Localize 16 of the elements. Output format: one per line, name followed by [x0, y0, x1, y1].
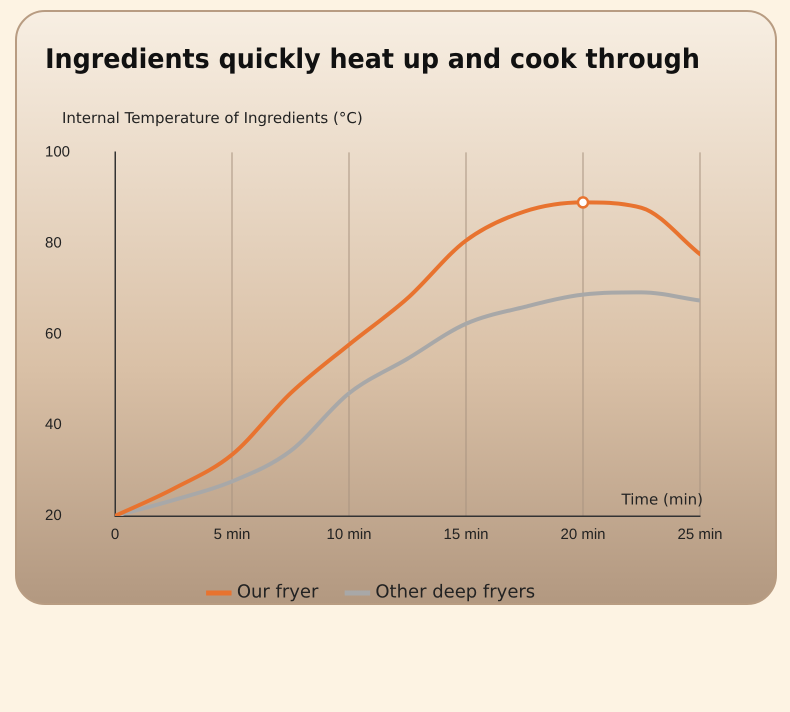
x-tick-label: 10 min	[326, 526, 372, 544]
x-tick-label: 0	[110, 526, 120, 544]
y-tick-label: 20	[45, 507, 62, 524]
x-tick-label: 20 min	[560, 526, 606, 544]
legend-label: Our fryer	[236, 582, 319, 603]
x-tick-label: 5 min	[214, 526, 250, 544]
chart-title: Ingredients quickly heat up and cook through	[45, 44, 700, 76]
y-tick-label: 80	[45, 234, 62, 252]
x-tick-label: 25 min	[677, 526, 723, 544]
x-axis-title: Time (min)	[620, 490, 703, 508]
legend-label: Other deep fryers	[375, 582, 536, 603]
y-tick-label: 40	[45, 416, 62, 434]
y-tick-label: 100	[45, 144, 70, 161]
x-tick-label: 15 min	[443, 526, 489, 544]
y-tick-label: 60	[45, 325, 62, 342]
y-axis-title: Internal Temperature of Ingredients (°C)	[62, 109, 363, 127]
